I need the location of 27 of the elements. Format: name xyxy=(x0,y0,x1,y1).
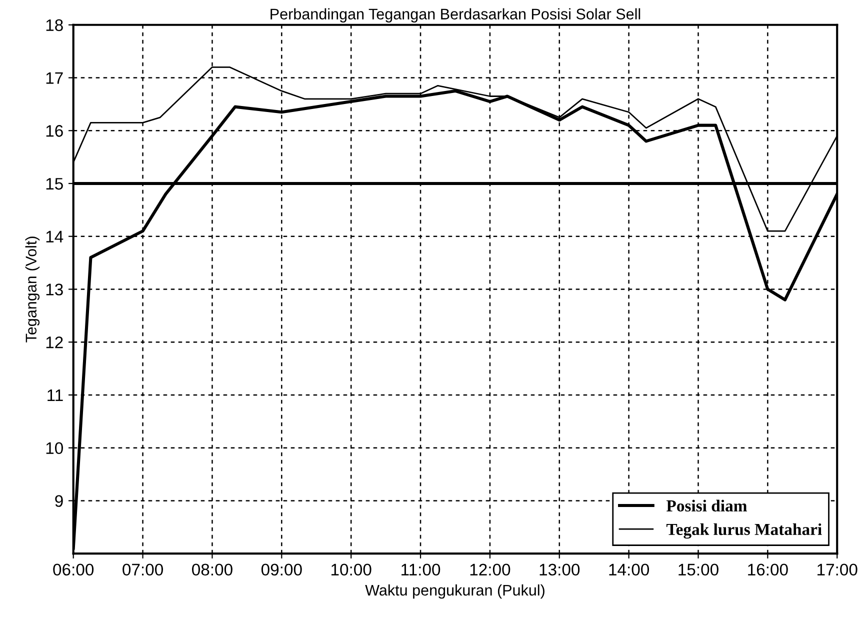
x-tick-label: 16:00 xyxy=(748,564,788,576)
x-tick-label: 08:00 xyxy=(192,564,232,576)
legend-label: Posisi diam xyxy=(666,500,747,512)
y-tick-label: 12 xyxy=(46,336,63,348)
x-tick-label: 12:00 xyxy=(470,564,510,576)
y-tick-label: 14 xyxy=(46,230,64,242)
x-tick-label: 06:00 xyxy=(53,564,94,576)
x-tick-label: 17:00 xyxy=(818,564,858,576)
x-tick-label: 15:00 xyxy=(678,564,718,576)
y-tick-label: 18 xyxy=(46,19,63,32)
x-tick-label: 07:00 xyxy=(122,564,163,576)
x-tick-label: 09:00 xyxy=(261,564,302,576)
x-tick-label: 10:00 xyxy=(332,564,372,576)
x-tick-label: 13:00 xyxy=(540,564,580,576)
y-tick-label: 10 xyxy=(46,442,63,454)
y-tick-label: 9 xyxy=(55,495,63,507)
y-tick-label: 11 xyxy=(48,390,63,402)
y-tick-label: 15 xyxy=(46,178,63,190)
y-tick-label: 16 xyxy=(46,125,63,137)
y-tick-label: 17 xyxy=(46,72,63,84)
y-tick-label: 13 xyxy=(46,284,63,296)
chart-title: Perbandingan Tegangan Berdasarkan Posisi Solar Sell xyxy=(270,8,640,22)
x-tick-label: 11:00 xyxy=(402,564,440,576)
x-axis-title: Waktu pengukuran (Pukul) xyxy=(365,584,544,599)
legend-label: Tegak lurus Matahari xyxy=(666,523,822,539)
x-tick-label: 14:00 xyxy=(609,564,650,576)
y-axis-title: Tegangan (Volt) xyxy=(25,236,40,342)
